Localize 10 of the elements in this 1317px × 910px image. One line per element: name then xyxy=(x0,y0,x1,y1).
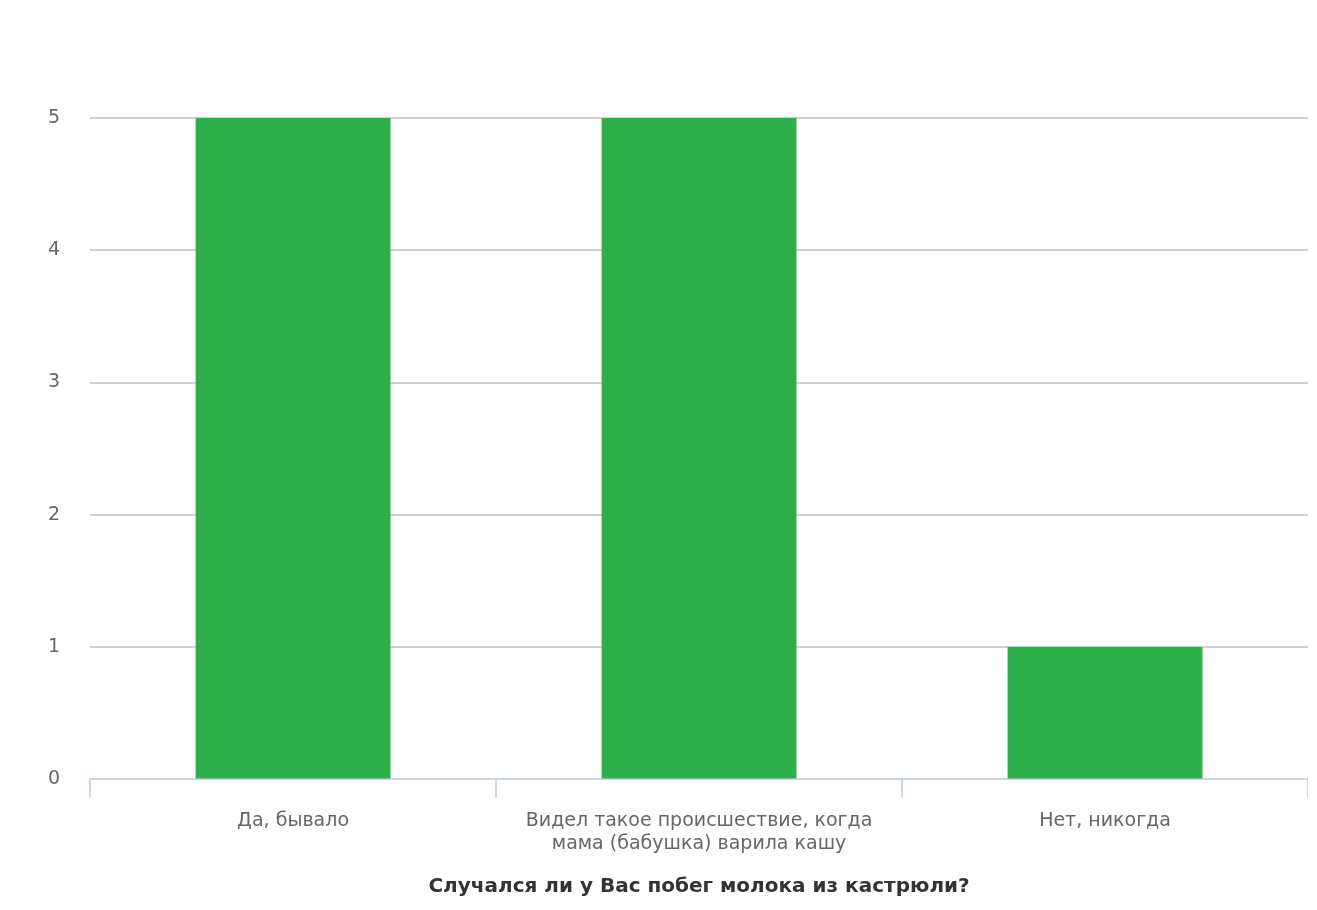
y-tick-label: 5 xyxy=(47,104,61,127)
y-tick-label: 0 xyxy=(47,766,61,789)
y-tick-label: 4 xyxy=(47,237,61,260)
y-tick-label: 1 xyxy=(47,634,61,657)
y-tick-label: 3 xyxy=(47,369,61,392)
x-tick-label: Да, бывало xyxy=(237,807,350,830)
x-axis-title: Случался ли у Вас побег молока из кастрюли? xyxy=(428,873,970,898)
x-tick-label: Нет, никогда xyxy=(1039,807,1171,830)
y-tick-label: 2 xyxy=(47,501,61,524)
x-tick-label: Видел такое происшествие, когда мама (бабушка) варила кашу xyxy=(525,807,873,853)
